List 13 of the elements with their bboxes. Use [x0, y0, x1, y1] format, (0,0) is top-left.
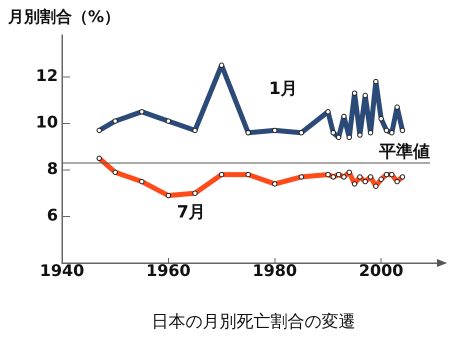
- y-tick-label: 8: [46, 159, 58, 178]
- x-tick-label: 1960: [146, 260, 191, 280]
- x-tick-label: 1940: [40, 260, 84, 280]
- ref-line-label: 平準値: [378, 142, 430, 162]
- series-label: 1月: [268, 79, 298, 100]
- x-tick-label: 1980: [252, 260, 298, 280]
- y-tick-label: 10: [36, 112, 58, 132]
- y-tick-label: 12: [36, 66, 58, 86]
- x-axis-title: 日本の月別死亡割合の変遷: [152, 312, 356, 332]
- series-label: 7月: [176, 202, 206, 222]
- y-tick-label: 6: [46, 206, 58, 225]
- y-axis-title: 月別割合（%）: [7, 7, 120, 26]
- x-tick-label: 2000: [358, 260, 404, 280]
